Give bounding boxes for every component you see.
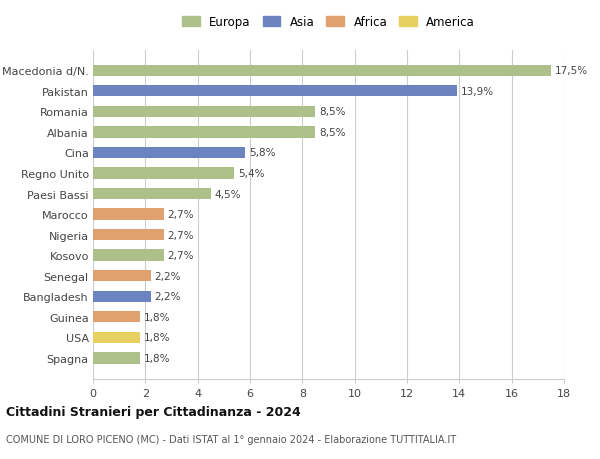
Text: 5,8%: 5,8% bbox=[248, 148, 275, 158]
Bar bbox=[93, 250, 164, 261]
Text: 1,8%: 1,8% bbox=[144, 353, 170, 363]
Bar bbox=[93, 168, 234, 179]
Bar bbox=[93, 127, 316, 138]
Bar bbox=[93, 106, 316, 118]
Text: 5,4%: 5,4% bbox=[238, 168, 265, 179]
Text: 17,5%: 17,5% bbox=[555, 66, 588, 76]
Bar bbox=[93, 147, 245, 159]
Text: 8,5%: 8,5% bbox=[319, 128, 346, 138]
Bar bbox=[93, 65, 551, 77]
Text: 2,7%: 2,7% bbox=[167, 230, 194, 240]
Bar bbox=[93, 312, 140, 323]
Text: 2,7%: 2,7% bbox=[167, 210, 194, 219]
Bar bbox=[93, 332, 140, 343]
Text: COMUNE DI LORO PICENO (MC) - Dati ISTAT al 1° gennaio 2024 - Elaborazione TUTTIT: COMUNE DI LORO PICENO (MC) - Dati ISTAT … bbox=[6, 434, 456, 443]
Text: 8,5%: 8,5% bbox=[319, 107, 346, 117]
Text: 1,8%: 1,8% bbox=[144, 333, 170, 342]
Text: Cittadini Stranieri per Cittadinanza - 2024: Cittadini Stranieri per Cittadinanza - 2… bbox=[6, 405, 301, 419]
Bar bbox=[93, 353, 140, 364]
Bar bbox=[93, 270, 151, 282]
Bar bbox=[93, 230, 164, 241]
Bar bbox=[93, 86, 457, 97]
Legend: Europa, Asia, Africa, America: Europa, Asia, Africa, America bbox=[180, 14, 477, 31]
Text: 2,7%: 2,7% bbox=[167, 251, 194, 261]
Text: 13,9%: 13,9% bbox=[461, 87, 494, 96]
Text: 2,2%: 2,2% bbox=[154, 271, 181, 281]
Text: 4,5%: 4,5% bbox=[215, 189, 241, 199]
Text: 2,2%: 2,2% bbox=[154, 291, 181, 302]
Bar bbox=[93, 291, 151, 302]
Bar bbox=[93, 189, 211, 200]
Text: 1,8%: 1,8% bbox=[144, 312, 170, 322]
Bar bbox=[93, 209, 164, 220]
